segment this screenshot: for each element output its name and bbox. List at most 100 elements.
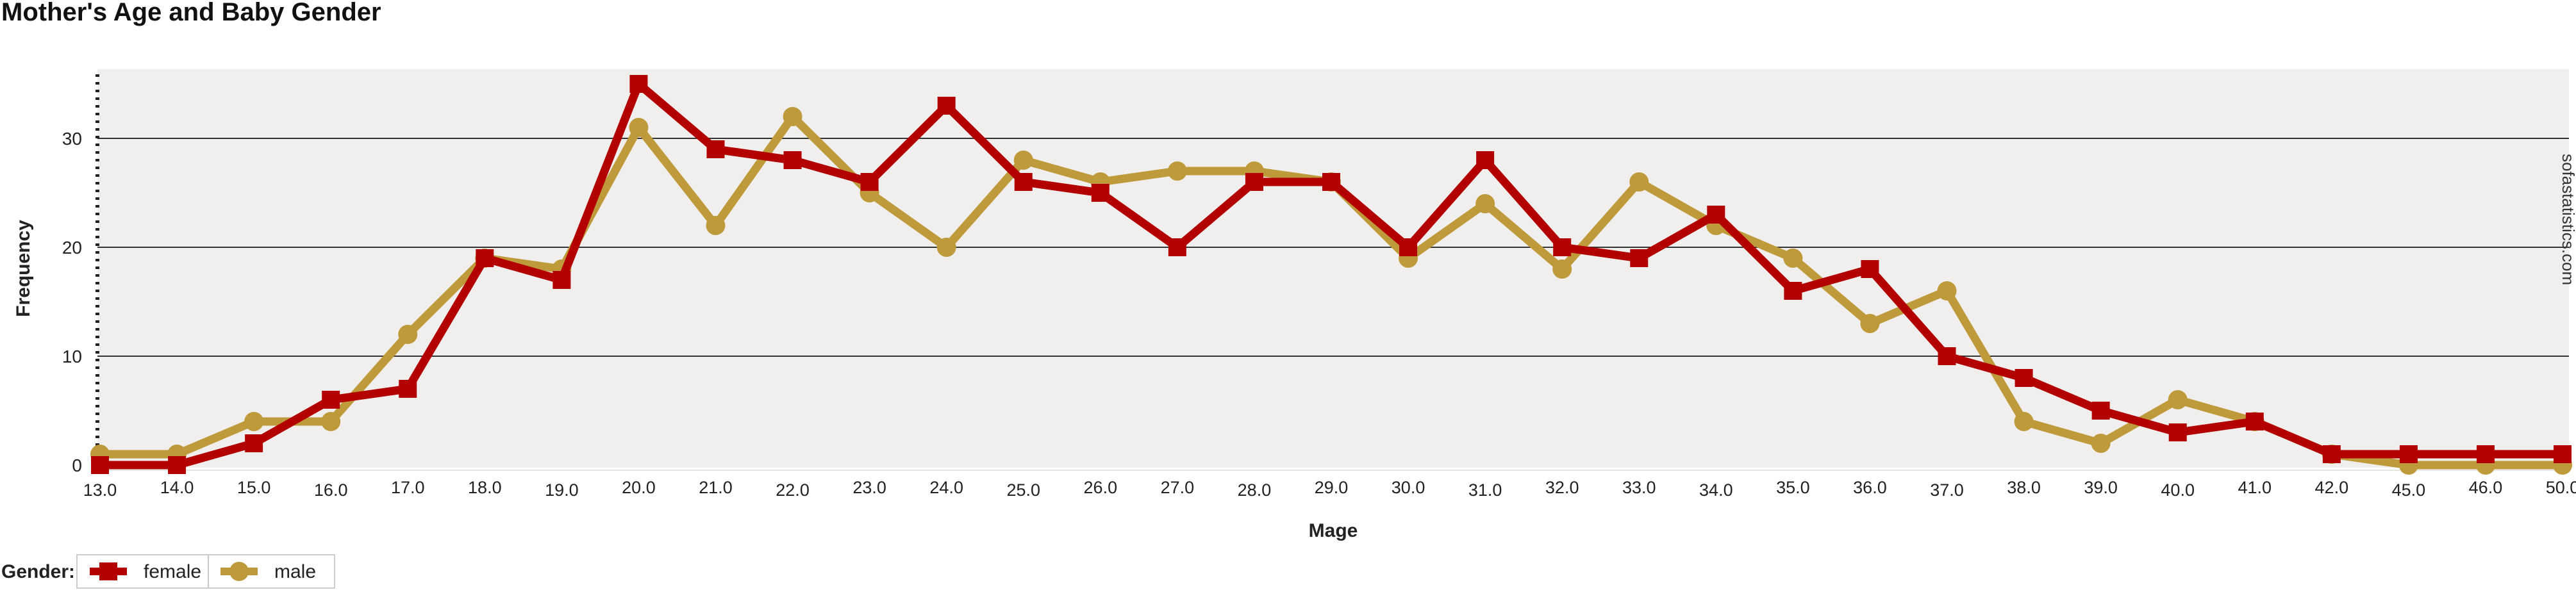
data-point-male: [629, 118, 649, 137]
data-point-male: [2014, 412, 2034, 431]
legend-label-female: female: [144, 561, 201, 582]
x-tick-label: 17.0: [391, 478, 425, 497]
data-point-female: [2245, 413, 2264, 430]
data-point-female: [476, 249, 494, 267]
x-tick-label: 21.0: [699, 478, 733, 497]
data-point-female: [2322, 445, 2341, 463]
data-point-female: [2168, 423, 2187, 441]
y-tick-label: 0: [72, 455, 82, 475]
data-point-female: [706, 140, 725, 158]
data-point-female: [245, 434, 263, 452]
legend: Gender: female male: [1, 554, 335, 589]
data-point-male: [2168, 390, 2188, 409]
x-tick-label: 31.0: [1468, 480, 1502, 500]
x-tick-label: 40.0: [2161, 480, 2195, 500]
data-point-male: [321, 412, 341, 431]
chart-title: Mother's Age and Baby Gender: [1, 0, 381, 26]
data-point-female: [1168, 238, 1186, 256]
data-point-female: [168, 456, 187, 474]
data-point-male: [1860, 314, 1880, 333]
data-point-female: [1553, 238, 1572, 256]
data-point-female: [1322, 173, 1340, 191]
data-point-female: [1091, 184, 1109, 202]
data-point-male: [244, 412, 264, 431]
watermark: sofastatistics.com: [2559, 154, 2576, 285]
data-point-male: [2091, 434, 2111, 453]
x-tick-label: 46.0: [2469, 478, 2503, 497]
data-point-female: [1861, 260, 1879, 278]
data-point-male: [936, 238, 956, 257]
data-point-female: [860, 173, 879, 191]
legend-marker-female: [99, 562, 117, 580]
data-point-female: [553, 271, 571, 289]
y-tick-label: 10: [62, 347, 82, 366]
data-point-female: [1630, 249, 1649, 267]
x-tick-label: 22.0: [776, 480, 810, 500]
data-point-female: [1245, 173, 1263, 191]
x-tick-label: 15.0: [237, 478, 271, 497]
data-point-male: [1475, 194, 1495, 213]
x-tick-label: 18.0: [468, 478, 502, 497]
x-tick-label: 35.0: [1776, 478, 1810, 497]
data-point-female: [629, 75, 648, 93]
x-tick-label: 13.0: [83, 480, 117, 500]
x-tick-label: 30.0: [1392, 478, 1425, 497]
data-point-male: [1629, 172, 1649, 192]
data-point-female: [1784, 282, 1802, 300]
data-point-female: [399, 380, 417, 398]
x-tick-label: 16.0: [314, 480, 348, 500]
data-point-male: [398, 325, 418, 344]
data-point-female: [2554, 445, 2572, 463]
data-point-female: [1476, 151, 1495, 169]
data-point-female: [2091, 402, 2110, 420]
x-tick-label: 29.0: [1315, 478, 1349, 497]
x-tick-label: 32.0: [1545, 478, 1579, 497]
x-tick-label: 14.0: [160, 478, 194, 497]
data-point-female: [2399, 445, 2418, 463]
x-tick-label: 20.0: [622, 478, 656, 497]
x-tick-label: 42.0: [2315, 478, 2349, 497]
x-tick-label: 23.0: [852, 478, 886, 497]
data-point-female: [1014, 173, 1033, 191]
data-point-female: [1707, 206, 1725, 224]
x-tick-label: 25.0: [1006, 480, 1040, 500]
legend-marker-male: [229, 562, 249, 581]
x-tick-label: 37.0: [1930, 480, 1964, 500]
x-axis-label: Mage: [1309, 520, 1358, 541]
data-point-male: [1937, 281, 1957, 300]
x-tick-label: 34.0: [1699, 480, 1733, 500]
legend-label-male: male: [274, 561, 316, 582]
data-point-female: [91, 456, 109, 474]
y-axis-label: Frequency: [13, 220, 34, 317]
x-tick-label: 38.0: [2007, 478, 2041, 497]
data-point-female: [1938, 347, 1956, 365]
x-tick-label: 28.0: [1238, 480, 1272, 500]
data-point-male: [1783, 249, 1803, 268]
data-point-female: [1399, 238, 1418, 256]
x-tick-label: 50.0: [2546, 478, 2576, 497]
x-tick-label: 27.0: [1161, 478, 1195, 497]
data-point-female: [322, 391, 340, 409]
data-point-male: [1013, 151, 1033, 170]
x-tick-label: 33.0: [1622, 478, 1656, 497]
data-point-female: [783, 151, 802, 169]
legend-title: Gender:: [1, 561, 75, 582]
x-tick-label: 36.0: [1853, 478, 1887, 497]
y-tick-label: 30: [62, 129, 82, 149]
data-point-female: [2015, 369, 2033, 387]
data-point-male: [706, 216, 726, 235]
plot-area: 0 10 20 30 13.0 14.0 15.0 16.0 17.0 18.0 19.0 20.0 2…: [62, 69, 2576, 500]
x-tick-label: 19.0: [545, 480, 579, 500]
x-tick-label: 26.0: [1084, 478, 1118, 497]
x-tick-label: 24.0: [929, 478, 963, 497]
x-tick-label: 39.0: [2084, 478, 2118, 497]
x-tick-label: 45.0: [2392, 480, 2426, 500]
data-point-female: [937, 97, 956, 115]
y-tick-label: 20: [62, 238, 82, 258]
data-point-male: [1167, 161, 1187, 181]
x-tick-label: 41.0: [2238, 478, 2272, 497]
data-point-male: [1552, 259, 1572, 279]
data-point-male: [783, 107, 802, 126]
data-point-female: [2476, 445, 2495, 463]
